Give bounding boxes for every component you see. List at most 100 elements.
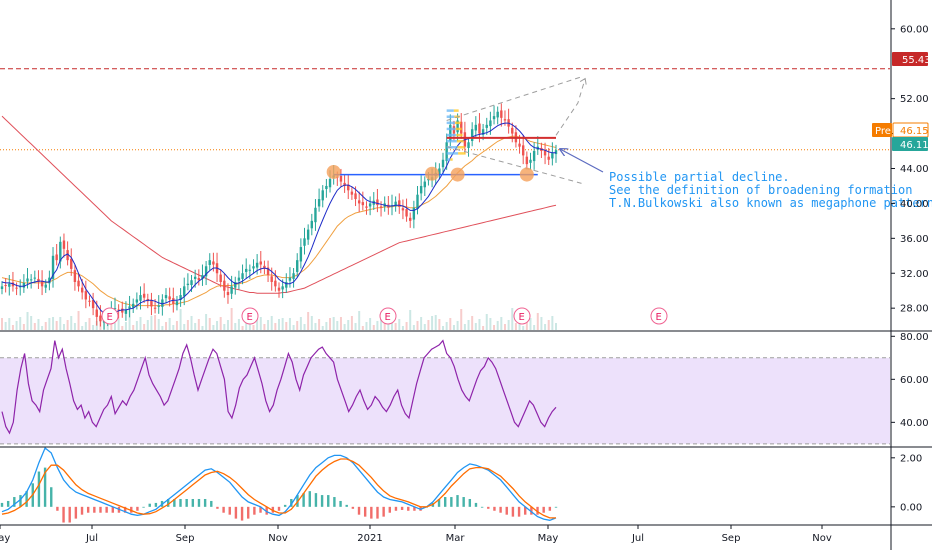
volume-bar [336,321,339,330]
macd-axis-ticks[interactable]: 2.00 0.00 [891,453,922,513]
volume-bar [172,325,175,330]
macd-histogram-bar [228,506,231,515]
macd-histogram-bar [167,498,170,507]
candle-body [554,150,558,155]
candle-body [88,300,91,302]
macd-histogram-bar [185,498,188,507]
macd-histogram-bar [43,467,47,507]
candle-body [401,208,405,211]
earnings-circle [513,307,531,325]
volume-bar [197,319,200,330]
last-price-tag[interactable]: 46.11 [892,137,929,151]
candle-body [234,281,237,288]
volume-bar [66,320,69,330]
candle-body [259,261,262,265]
volume-bar [44,322,47,330]
candle-body [500,110,503,118]
candle-body [84,291,88,300]
macd-panel[interactable] [0,446,558,523]
pre-market-tag[interactable]: Pre 46.15 [872,122,929,138]
candle-body [343,182,346,186]
macd-histogram-bar [154,502,158,507]
volume-bar [434,315,437,330]
annotation-text[interactable]: Possible partial decline. See the defini… [609,170,932,210]
volume-profile-bar [457,146,465,149]
rsi-tick-label: 60.00 [900,375,929,386]
volume-bar [485,314,488,330]
volume-bar [4,322,7,330]
candle-body [193,276,197,279]
volume-profile-bar [446,115,455,118]
volume-bar [26,312,29,330]
volume-bar [62,324,65,330]
time-axis-ticks[interactable]: May Jul Sep Nov 2021 Mar May Jul Sep Nov [0,525,832,544]
candle-body [226,292,230,296]
rsi-panel[interactable] [0,339,890,445]
macd-histogram-bar [37,471,41,507]
volume-bar [30,316,33,330]
candle-body [212,261,215,265]
volume-bar [522,326,525,330]
volume-profile-bar [453,109,459,112]
volume-profile-bar [458,152,466,155]
macd-histogram-bar [456,495,459,507]
volume-bar [212,325,215,330]
megaphone-pattern[interactable] [446,76,587,184]
macd-histogram-bar [93,506,96,513]
candle-body [55,254,58,261]
volume-bar [529,318,532,330]
macd-histogram-bar [400,506,404,510]
earnings-circle [650,307,668,325]
volume-bar [511,308,514,330]
candle-body [281,286,284,290]
volume-bar [278,319,280,330]
rsi-axis-ticks[interactable]: 80.00 60.00 40.00 [891,332,929,429]
candle-body [186,283,190,286]
volume-bar [146,320,149,330]
volume-profile-bar [446,127,456,131]
macd-histogram-bar [394,506,398,511]
macd-histogram-bar [370,506,373,519]
price-panel[interactable]: Possible partial decline. See the defini… [0,68,932,330]
macd-histogram-bar [474,502,478,507]
pre-label: Pre [875,126,891,137]
volume-bar [124,322,127,330]
candle-body [496,111,499,118]
price-tick-label: 44.00 [900,164,929,175]
candle-body [270,276,273,282]
time-tick-label: Sep [176,533,195,544]
volume-bar [354,323,357,330]
candle-body [412,207,416,220]
resistance-price-tag[interactable]: 55.43 [892,52,931,66]
pattern-marker [450,167,465,182]
earnings-marker: E [379,307,397,325]
candle-body [470,129,474,141]
candle-body [208,260,211,265]
macd-histogram-bar [290,498,293,507]
volume-bar [121,326,124,330]
macd-histogram-bar [314,493,318,507]
time-tick-label: Sep [722,533,741,544]
volume-bar [536,313,539,330]
volume-bar [55,321,58,330]
candle-body [248,269,252,271]
volume-bar [456,321,459,330]
candle-body [445,142,448,162]
candle-body [357,200,361,204]
macd-line [1,446,557,521]
volume-bar [544,324,547,330]
candle-body [361,202,365,206]
macd-histogram-bar [437,498,441,507]
volume-bar [259,317,262,330]
volume-profile [446,109,466,161]
volume-bar [303,324,306,330]
volume-bar [471,316,474,330]
volume-bar [500,317,503,330]
volume-bar [369,318,372,330]
volume-bar [460,309,463,330]
candle-body [121,308,124,313]
signal-line [1,458,556,519]
